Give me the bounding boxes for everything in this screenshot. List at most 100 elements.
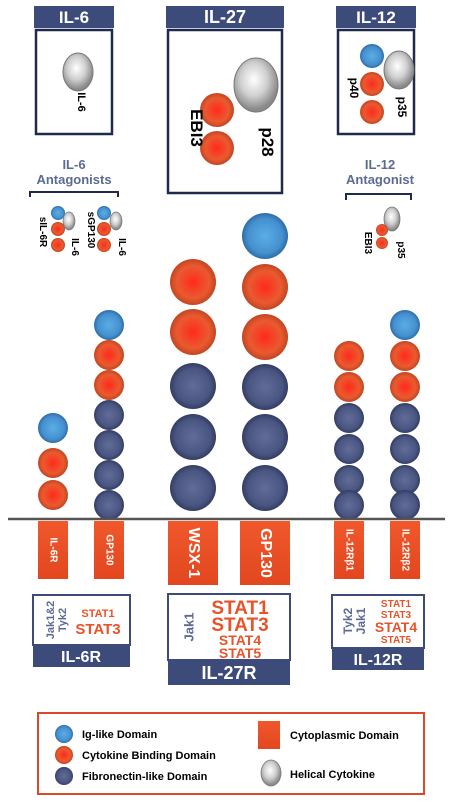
il6r-name: IL-6R [61, 649, 101, 666]
gp130b-fn-domain-2 [242, 414, 288, 460]
il12rb1-cbd-domain-1 [334, 341, 364, 371]
gp130a-fn-domain-1 [94, 400, 124, 430]
il12r-name-bar [332, 649, 424, 670]
il27r-stat-4: STAT5 [219, 645, 261, 661]
fn-domain-legend-icon [55, 767, 73, 785]
wsx1-fn-domain-3 [170, 465, 216, 511]
ebi3-antagonist-fn-icon [376, 237, 388, 249]
gp130b-fn-domain-3 [242, 465, 288, 511]
il12r-jak-2: Jak1 [354, 607, 368, 634]
il12rb2-cbd-domain-1 [390, 341, 420, 371]
p40-ig-icon [360, 44, 384, 68]
il12r-stat-2: STAT3 [381, 610, 412, 621]
il12-antagonist: IL-12 Antagonist EBI3 p35 [345, 157, 415, 259]
il12r-signaling-panel: Tyk2 Jak1 STAT1 STAT3 STAT4 STAT5 IL-12R [331, 594, 425, 670]
il27r-name-bar [168, 661, 290, 685]
p35-antagonist-label: p35 [395, 241, 406, 259]
il6r-stat-big: STAT3 [75, 621, 120, 638]
il6r-cyto-domain [38, 521, 68, 579]
receptor-chain-gp130-b [242, 213, 288, 511]
il6-antagonists-bracket [29, 191, 119, 197]
il12rb2-fn-domain-4 [390, 490, 420, 520]
il6-a-label: IL-6 [69, 238, 80, 256]
sil6r-ig-icon [51, 206, 65, 220]
il12-antagonist-bracket [345, 193, 412, 200]
receptor-chain-il6r [38, 413, 68, 510]
p40-label: p40 [347, 78, 361, 99]
il12rb2-fn-domain-1 [390, 403, 420, 433]
il6-helix-b-icon [109, 211, 123, 231]
gp130b-cbd-domain-2 [242, 314, 288, 360]
il12r-name: IL-12R [354, 652, 403, 669]
cytoplasmic-legend-icon [258, 721, 280, 749]
il27-cytokine-panel: IL-27 EBI3 p28 [166, 6, 284, 195]
il12r-signaling-box [331, 594, 425, 649]
gp130a-fn-domain-4 [94, 490, 124, 520]
il6r-jak-2: Tyk2 [57, 608, 69, 632]
il6r-cyto-label: IL-6R [47, 538, 58, 564]
gp130a-cyto-label: GP130 [103, 534, 114, 566]
gp130b-fn-domain-1 [242, 364, 288, 410]
il12rb1-cyto-label: IL-12Rβ1 [343, 529, 354, 572]
il12-antagonist-heading-1: IL-12 [365, 157, 395, 172]
legend-ig-label: Ig-like Domain [82, 729, 157, 741]
il6-title-bar [34, 6, 114, 28]
il6r-name-bar [33, 646, 130, 667]
gp130a-fn-domain-2 [94, 430, 124, 460]
gp130b-cbd-domain-1 [242, 264, 288, 310]
ig-domain-legend-icon [55, 725, 73, 743]
il12r-stat-4: STAT5 [381, 635, 412, 646]
wsx1-cbd-domain-1 [170, 259, 216, 305]
legend-fn-label: Fibronectin-like Domain [82, 771, 208, 783]
sgp130-fn-icon [97, 238, 111, 252]
cbd-legend-icon [55, 746, 73, 764]
il6-b-label: IL-6 [116, 238, 127, 256]
il12r-stat-3: STAT4 [375, 619, 417, 635]
helical-cytokine-icon [62, 52, 94, 92]
sgp130-label: sGP130 [85, 212, 96, 249]
il12r-stat-1: STAT1 [381, 599, 412, 610]
ebi3-antagonist-cbd-icon [376, 224, 388, 236]
sil6r-fn-icon [51, 238, 65, 252]
il6-antagonists-heading-2: Antagonists [36, 172, 111, 187]
il12rb2-cyto-domain [390, 521, 420, 579]
il6r-signaling-panel: Jak1&2 Tyk2 STAT1 STAT3 IL-6R [32, 594, 131, 667]
il6r-stat-small: STAT1 [81, 608, 114, 620]
il6-antagonists-heading-1: IL-6 [62, 157, 85, 172]
cytoplasmic-domains: IL-6R GP130 WSX-1 GP130 IL-12Rβ1 IL-12Rβ… [38, 521, 420, 585]
p40-cbd-icon [360, 72, 384, 96]
il12rb1-fn-domain-3 [334, 465, 364, 495]
legend: Ig-like Domain Cytokine Binding Domain F… [37, 712, 425, 795]
gp130a-cyto-domain [94, 521, 124, 579]
wsx1-cyto-label: WSX-1 [185, 528, 202, 579]
gp130b-ig-domain [242, 213, 288, 259]
legend-helical-label: Helical Cytokine [290, 769, 375, 781]
il27r-stat-2: STAT3 [211, 615, 268, 636]
legend-box [37, 712, 425, 795]
il12rb1-cbd-domain-2 [334, 372, 364, 402]
gp130b-cyto-domain [240, 521, 290, 585]
il6r-cbd-domain-1 [38, 448, 68, 478]
helical-cytokine-legend-icon [260, 759, 282, 787]
sgp130-ig-icon [97, 206, 111, 220]
il27r-jak: Jak1 [181, 613, 196, 642]
legend-cbd-label: Cytokine Binding Domain [82, 750, 216, 762]
p35-helical-icon [383, 50, 415, 90]
gp130a-cbd-domain-1 [94, 340, 124, 370]
p35-antagonist-helix-icon [383, 206, 401, 232]
il12-title: IL-12 [356, 8, 396, 27]
il12rb1-fn-domain-4 [334, 490, 364, 520]
il27r-stat-3: STAT4 [219, 632, 261, 648]
p40-fn-icon [360, 100, 384, 124]
sil6r-label: sIL-6R [37, 217, 48, 248]
il12rb1-fn-domain-1 [334, 403, 364, 433]
il12-antagonist-heading-2: Antagonist [346, 172, 415, 187]
ebi3-cbd-icon [200, 93, 234, 127]
p35-label: p35 [395, 97, 409, 118]
il6r-signaling-box [32, 594, 131, 646]
gp130a-ig-domain [94, 310, 124, 340]
il6r-cbd-domain-2 [38, 480, 68, 510]
gp130a-cbd-domain-2 [94, 370, 124, 400]
il12rb2-cbd-domain-2 [390, 372, 420, 402]
